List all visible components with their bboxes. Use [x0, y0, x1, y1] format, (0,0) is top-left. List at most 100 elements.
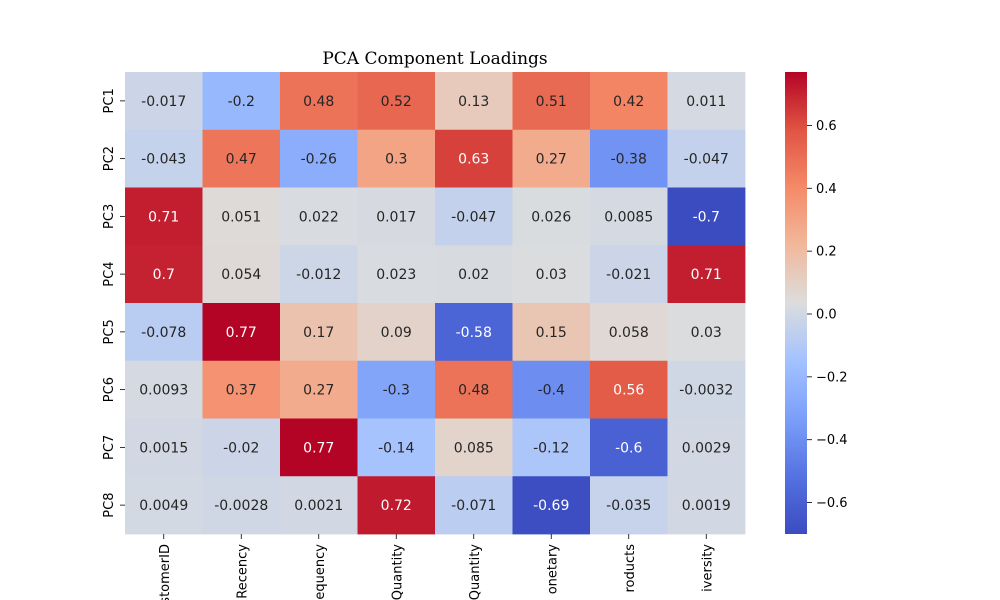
- cell-pc5-col2: [202, 303, 281, 362]
- cell-pc3-col5: [435, 187, 513, 246]
- annotation-pc7-col6: -0.12: [533, 440, 569, 456]
- x-tick-label-6: onetary: [545, 544, 560, 595]
- annotation-pc4-col1: 0.7: [153, 267, 175, 283]
- cell-pc1-col6: [512, 72, 591, 131]
- cell-pc7-col6: [512, 418, 591, 477]
- annotation-pc1-col6: 0.51: [536, 94, 567, 110]
- annotation-pc5-col4: 0.09: [381, 325, 412, 341]
- cell-pc5-col8: [667, 303, 746, 362]
- cell-pc1-col1: [125, 72, 203, 131]
- cell-pc4-col5: [435, 245, 513, 304]
- annotation-pc7-col8: 0.0029: [682, 440, 731, 456]
- y-tick-label-pc3: PC3: [102, 204, 117, 229]
- cell-pc6-col5: [435, 360, 513, 419]
- annotation-pc1-col2: -0.2: [228, 94, 255, 110]
- x-tick-label-8: iversity: [700, 544, 715, 592]
- annotation-pc7-col2: -0.02: [223, 440, 259, 456]
- cell-pc2-col3: [280, 129, 358, 188]
- annotation-pc4-col3: -0.012: [296, 267, 341, 283]
- cell-pc4-col4: [357, 245, 436, 304]
- annotation-pc1-col4: 0.52: [381, 94, 412, 110]
- cell-pc7-col5: [435, 418, 513, 477]
- annotation-pc2-col2: 0.47: [226, 152, 257, 168]
- annotation-pc6-col7: 0.56: [613, 383, 644, 399]
- annotation-pc3-col4: 0.017: [376, 209, 416, 225]
- heatmap-annotations: -0.017 -0.2 0.48 0.52 0.13 0.51 0.42 0.011 -0.04…: [139, 94, 733, 514]
- cell-pc3-col7: [590, 187, 668, 246]
- annotation-pc5-col8: 0.03: [691, 325, 722, 341]
- cell-pc3-col3: [280, 187, 358, 246]
- colorbar-tick-label-4: 0.0: [816, 308, 837, 323]
- cell-pc7-col4: [357, 418, 436, 477]
- x-axis: stomerID Recency equency Quantity Quantity on…: [158, 534, 715, 600]
- cell-pc8-col7: [590, 476, 668, 535]
- annotation-pc2-col8: -0.047: [684, 152, 729, 168]
- colorbar-gradient: [785, 72, 807, 534]
- cell-pc6-col4: [357, 360, 436, 419]
- y-tick-label-pc2: PC2: [102, 146, 117, 171]
- annotation-pc4-col7: -0.021: [606, 267, 651, 283]
- annotation-pc8-col1: 0.0049: [139, 498, 188, 514]
- cell-pc5-col6: [512, 303, 591, 362]
- annotation-pc6-col2: 0.37: [226, 383, 257, 399]
- annotation-pc2-col4: 0.3: [385, 152, 407, 168]
- cell-pc1-col2: [202, 72, 281, 131]
- annotation-pc4-col4: 0.023: [376, 267, 416, 283]
- annotation-pc7-col5: 0.085: [454, 440, 494, 456]
- y-tick-label-pc4: PC4: [102, 262, 117, 287]
- cell-pc5-col3: [280, 303, 358, 362]
- colorbar-tick-label-7: 0.6: [816, 119, 837, 134]
- annotation-pc5-col1: -0.078: [141, 325, 186, 341]
- cell-pc2-col8: [667, 129, 746, 188]
- cell-pc4-col1: [125, 245, 203, 304]
- annotation-pc5-col6: 0.15: [536, 325, 567, 341]
- annotation-pc3-col1: 0.71: [148, 209, 179, 225]
- y-tick-label-pc8: PC8: [102, 493, 117, 518]
- cell-pc7-col8: [667, 418, 746, 477]
- annotation-pc4-col8: 0.71: [691, 267, 722, 283]
- cell-pc7-col7: [590, 418, 668, 477]
- cell-pc4-col2: [202, 245, 281, 304]
- cell-pc2-col7: [590, 129, 668, 188]
- cell-pc8-col8: [667, 476, 746, 535]
- cell-pc6-col2: [202, 360, 281, 419]
- cell-pc4-col8: [667, 245, 746, 304]
- x-tick-label-4: Quantity: [390, 544, 405, 600]
- annotation-pc4-col6: 0.03: [536, 267, 567, 283]
- annotation-pc7-col1: 0.0015: [139, 440, 188, 456]
- annotation-pc1-col5: 0.13: [458, 94, 489, 110]
- cell-pc8-col5: [435, 476, 513, 535]
- colorbar-tick-label-3: −0.2: [816, 370, 848, 385]
- colorbar-tick-label-1: −0.6: [816, 496, 848, 511]
- colorbar-tick-label-2: −0.4: [816, 433, 848, 448]
- cell-pc1-col3: [280, 72, 358, 131]
- annotation-pc6-col6: -0.4: [538, 383, 565, 399]
- annotation-pc2-col3: -0.26: [301, 152, 337, 168]
- cell-pc2-col6: [512, 129, 591, 188]
- cell-pc5-col5: [435, 303, 513, 362]
- annotation-pc6-col3: 0.27: [303, 383, 334, 399]
- annotation-pc2-col1: -0.043: [141, 152, 186, 168]
- annotation-pc8-col3: 0.0021: [294, 498, 343, 514]
- x-tick-label-1: stomerID: [158, 544, 173, 600]
- cell-pc6-col6: [512, 360, 591, 419]
- annotation-pc7-col3: 0.77: [303, 440, 334, 456]
- annotation-pc2-col5: 0.63: [458, 152, 489, 168]
- cell-pc8-col6: [512, 476, 591, 535]
- cell-pc8-col3: [280, 476, 358, 535]
- annotation-pc8-col7: -0.035: [606, 498, 651, 514]
- annotation-pc8-col2: -0.0028: [214, 498, 268, 514]
- cell-pc2-col4: [357, 129, 436, 188]
- cell-pc6-col8: [667, 360, 746, 419]
- cell-pc3-col4: [357, 187, 436, 246]
- annotation-pc3-col5: -0.047: [451, 209, 496, 225]
- x-tick-label-7: roducts: [623, 544, 638, 593]
- annotation-pc5-col3: 0.17: [303, 325, 334, 341]
- annotation-pc3-col3: 0.022: [299, 209, 339, 225]
- cell-pc2-col1: [125, 129, 203, 188]
- cell-pc6-col7: [590, 360, 668, 419]
- x-tick-label-3: equency: [313, 544, 328, 600]
- annotation-pc7-col7: -0.6: [615, 440, 642, 456]
- annotation-pc8-col4: 0.72: [381, 498, 412, 514]
